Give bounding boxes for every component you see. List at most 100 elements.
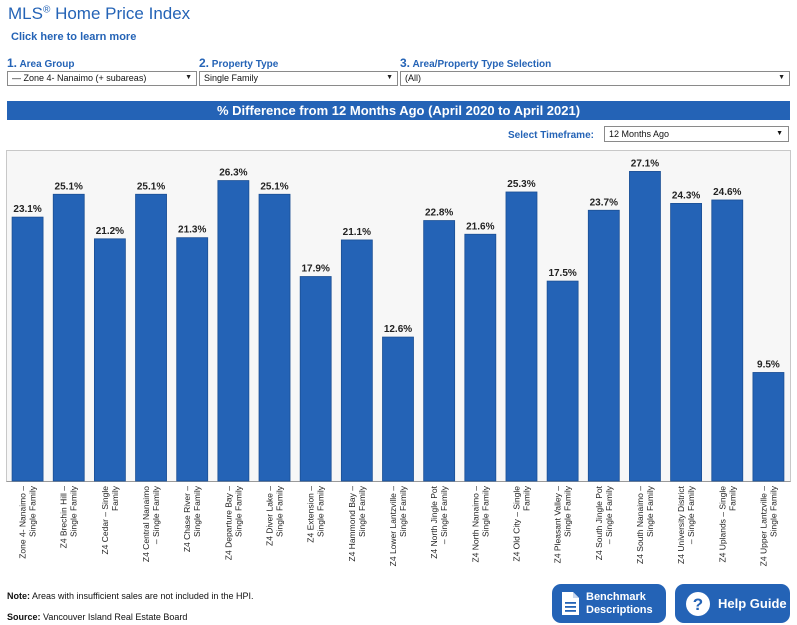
data-label: 24.6% [713,187,741,198]
data-label: 17.5% [548,268,576,279]
property-type-dropdown[interactable]: Single Family ▼ [199,71,398,86]
bar [546,280,579,482]
bar [93,238,126,482]
bar [711,199,744,482]
svg-text:Family: Family [110,485,120,511]
tick-label: Z4 Uplands – Single Family [717,485,737,562]
svg-text:Z4 Old City – Single: Z4 Old City – Single [511,486,521,562]
bar [176,237,209,482]
bar [587,209,620,482]
svg-text:Z4 Cedar – Single: Z4 Cedar – Single [100,486,110,555]
tick-label: Z4 Pleasant Valley – Single Family [553,485,573,563]
svg-text:Z4 Uplands – Single: Z4 Uplands – Single [717,486,727,563]
bar [382,336,414,482]
svg-text:Single Family: Single Family [768,485,778,537]
page-title: MLS® Home Price Index [8,4,191,23]
tick-label: Zone 4- Nanaimo – Single Family [18,485,38,559]
area-property-dropdown[interactable]: (All) ▼ [400,71,790,86]
svg-text:?: ? [693,595,703,614]
bar [258,193,291,482]
data-label: 21.2% [96,226,124,237]
help-guide-button[interactable]: ? Help Guide [675,584,790,623]
benchmark-descriptions-button[interactable]: Benchmark Descriptions [552,584,666,623]
data-label: 21.1% [343,227,371,238]
svg-text:Single Family: Single Family [398,485,408,537]
data-label: 25.3% [507,179,535,190]
svg-text:– Single Family: – Single Family [686,485,696,544]
timeframe-dropdown[interactable]: 12 Months Ago ▼ [604,126,789,142]
tick-label: Z4 South Nanaimo – Single Family [635,485,655,564]
tick-label: Z4 Hammond Bay – Single Family [347,485,367,561]
bar-chart: 23.1%Zone 4- Nanaimo – Single Family25.1%… [6,150,791,566]
area-property-label: 3. Area/Property Type Selection [400,56,552,70]
svg-text:Single Family: Single Family [275,485,285,537]
tick-label: Z4 North Jingle Pot – Single Family [429,485,449,559]
tick-label: Z4 Upper Lantzville – Single Family [758,485,778,566]
footer-source: Source: Vancouver Island Real Estate Boa… [7,612,188,622]
bar [629,171,661,482]
data-label: 25.1% [55,181,83,192]
svg-text:Z4 Chase River –: Z4 Chase River – [182,486,192,552]
svg-text:Single Family: Single Family [357,485,367,537]
svg-text:Z4 Hammond Bay –: Z4 Hammond Bay – [347,486,357,562]
bar [340,239,373,482]
tick-label: Z4 Brechin Hill – Single Family [59,485,79,548]
bar [11,216,44,482]
svg-text:Single Family: Single Family [316,485,326,537]
svg-text:Z4 Departure Bay –: Z4 Departure Bay – [223,486,233,560]
learn-more-link[interactable]: Click here to learn more [11,31,137,43]
tick-label: Z4 North Nanaimo – Single Family [470,485,490,562]
svg-text:Single Family: Single Family [69,485,79,537]
data-label: 23.1% [13,204,41,215]
data-label: 17.9% [302,264,330,275]
svg-text:Z4 Lower Lantzville –: Z4 Lower Lantzville – [388,486,398,567]
tick-label: Z4 Cedar – Single Family [100,485,120,554]
chevron-down-icon: ▼ [185,74,192,81]
svg-text:Single Family: Single Family [28,485,38,537]
svg-text:Single Family: Single Family [563,485,573,537]
svg-text:Z4 Brechin Hill –: Z4 Brechin Hill – [59,486,69,549]
data-label: 26.3% [219,168,247,179]
bar [464,233,497,482]
data-label: 9.5% [757,359,780,370]
data-label: 12.6% [384,324,412,335]
bar [423,220,456,482]
svg-text:– Single Family: – Single Family [151,485,161,544]
chevron-down-icon: ▼ [776,130,783,137]
data-label: 24.3% [672,190,700,201]
tick-label: Z4 South Jingle Pot – Single Family [594,485,614,560]
timeframe-label: Select Timeframe: [508,130,594,141]
svg-text:Single Family: Single Family [480,485,490,537]
svg-text:Single Family: Single Family [645,485,655,537]
property-type-label: 2. Property Type [199,56,279,70]
svg-text:Z4 Central Nanaimo: Z4 Central Nanaimo [141,486,151,562]
svg-text:Z4 Extension –: Z4 Extension – [306,486,316,543]
tick-label: Z4 Extension – Single Family [306,485,326,542]
tick-label: Z4 Chase River – Single Family [182,485,202,552]
document-icon [562,592,579,615]
chevron-down-icon: ▼ [778,74,785,81]
data-label: 27.1% [631,158,659,169]
help-guide-label: Help Guide [718,596,787,611]
svg-text:Z4 North Jingle Pot: Z4 North Jingle Pot [429,485,439,558]
svg-text:Z4 Upper Lantzville –: Z4 Upper Lantzville – [758,486,768,567]
svg-text:– Single Family: – Single Family [439,485,449,544]
tick-label: Z4 Lower Lantzville – Single Family [388,485,408,566]
chart-title-banner: % Difference from 12 Months Ago (April 2… [7,101,790,120]
area-group-selector: 1. Area Group — Zone 4- Nanaimo (+ subar… [7,56,197,86]
chevron-down-icon: ▼ [386,74,393,81]
bar [52,193,85,482]
area-property-selector: 3. Area/Property Type Selection (All) ▼ [400,56,790,86]
bar [670,203,703,482]
data-label: 25.1% [260,181,288,192]
svg-text:Zone 4- Nanaimo –: Zone 4- Nanaimo – [18,486,28,559]
data-label: 23.7% [590,197,618,208]
svg-text:Z4 University District: Z4 University District [676,485,686,564]
data-label: 22.8% [425,208,453,219]
svg-text:Z4 South Jingle Pot: Z4 South Jingle Pot [594,485,604,560]
footer-note: Note: Areas with insufficient sales are … [7,591,254,601]
tick-label: Z4 University District – Single Family [676,485,696,564]
area-group-dropdown[interactable]: — Zone 4- Nanaimo (+ subareas) ▼ [7,71,197,86]
area-group-label: 1. Area Group [7,56,75,70]
tick-label: Z4 Departure Bay – Single Family [223,485,243,560]
